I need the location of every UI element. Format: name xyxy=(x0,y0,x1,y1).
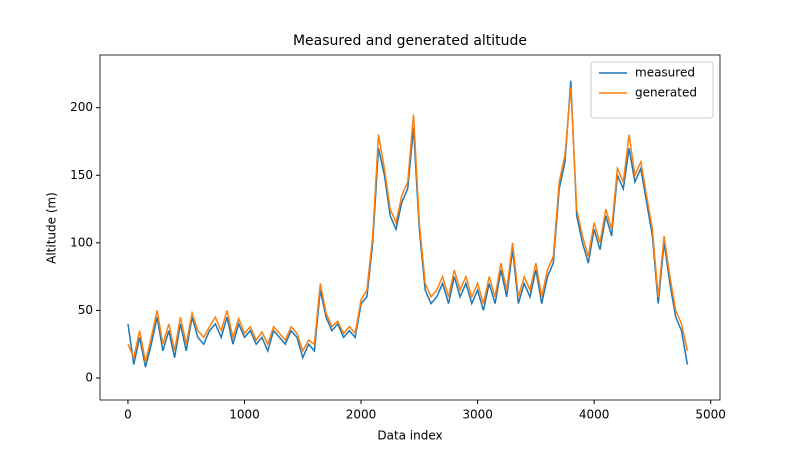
x-tick-label: 2000 xyxy=(346,408,377,422)
legend-label: measured xyxy=(635,66,695,80)
chart-title: Measured and generated altitude xyxy=(293,33,527,49)
x-axis-label: Data index xyxy=(377,429,442,443)
legend-box xyxy=(590,61,714,119)
y-tick-label: 0 xyxy=(85,370,93,384)
x-tick-label: 1000 xyxy=(229,408,260,422)
x-tick-label: 0 xyxy=(124,408,132,422)
y-tick-label: 50 xyxy=(78,303,93,317)
legend-label: generated xyxy=(635,86,697,100)
x-tick-label: 3000 xyxy=(462,408,493,422)
line-series xyxy=(127,87,689,362)
plot-frame xyxy=(99,54,721,401)
y-tick-label: 100 xyxy=(70,235,93,249)
y-tick-label: 150 xyxy=(70,168,93,182)
y-tick-label: 200 xyxy=(70,100,93,114)
x-tick-label: 5000 xyxy=(695,408,726,422)
line-series xyxy=(127,80,689,368)
y-axis-label: Altitude (m) xyxy=(45,192,59,264)
x-tick-label: 4000 xyxy=(579,408,610,422)
